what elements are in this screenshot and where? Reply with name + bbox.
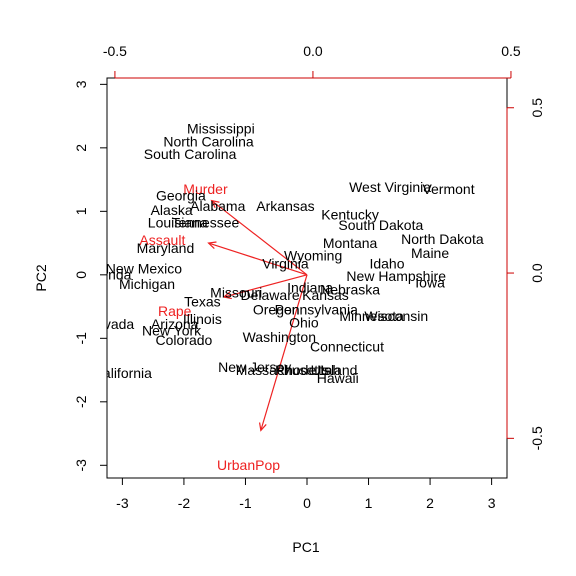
state-label: New Mexico — [106, 260, 182, 276]
state-label: West Virginia — [349, 179, 431, 195]
top-tick-label: 0.0 — [303, 43, 323, 59]
state-label: Michigan — [119, 276, 175, 292]
state-label: Minnesota — [339, 308, 404, 324]
state-label: Georgia — [156, 187, 206, 203]
state-label: Florida — [89, 267, 132, 283]
x-tick-label: 3 — [488, 495, 496, 511]
state-label: North Dakota — [401, 231, 484, 247]
loading-arrows: Murder Assault Rape UrbanPop — [139, 181, 308, 473]
state-label: New Jersey — [218, 359, 291, 375]
state-label: Rhode Island — [275, 362, 358, 378]
state-label: Colorado — [156, 332, 213, 348]
state-label: Massachusetts — [236, 362, 329, 378]
state-label: Idaho — [369, 255, 404, 271]
loading-arrow — [211, 200, 308, 276]
y-axis-title: PC2 — [33, 264, 49, 291]
state-label: Tennessee — [172, 215, 240, 231]
state-label: Nebraska — [320, 281, 380, 297]
state-label: Pennsylvania — [275, 302, 358, 318]
x-axis-title: PC1 — [292, 539, 319, 555]
right-tick-label: 0.5 — [529, 98, 545, 118]
state-label: Washington — [243, 329, 316, 345]
right-tick-label: -0.5 — [529, 426, 545, 450]
state-label: Delaware — [241, 287, 300, 303]
loading-arrow — [208, 242, 308, 276]
state-label: North Carolina — [163, 133, 253, 149]
x-tick-label: 2 — [426, 495, 434, 511]
state-label: Louisiana — [148, 215, 208, 231]
state-label: Illinois — [183, 311, 222, 327]
top-tick-label: -0.5 — [103, 43, 127, 59]
state-label: New York — [142, 323, 202, 339]
y-tick-label: 2 — [73, 144, 89, 152]
state-label: Iowa — [415, 274, 445, 290]
variable-label: Murder — [183, 181, 228, 197]
state-label: Alaska — [151, 202, 193, 218]
right-tick-label: 0.0 — [529, 263, 545, 283]
top-tick-label: 0.5 — [501, 43, 521, 59]
arrow-head — [222, 291, 232, 300]
variable-label: Assault — [139, 232, 185, 248]
state-label: South Dakota — [338, 217, 423, 233]
y-tick-label: 1 — [73, 207, 89, 215]
x-tick-label: -3 — [116, 495, 129, 511]
state-label: California — [93, 365, 152, 381]
y-tick-label: 3 — [73, 80, 89, 88]
loading-arrow — [223, 274, 308, 298]
state-label: Kansas — [302, 287, 349, 303]
y-tick-label: -1 — [73, 332, 89, 345]
state-label: Vermont — [422, 181, 474, 197]
axes-layer: -3 -2 -1 0 1 2 3 -3 -2 -1 0 1 2 3 -0.5 0.0 0.5 -0.5 0.0 0.5 — [73, 43, 545, 511]
state-label: South Carolina — [144, 146, 237, 162]
state-label: Arizona — [151, 316, 199, 332]
loading-arrow — [260, 274, 308, 431]
state-label: Hawaii — [317, 370, 359, 386]
x-tick-label: -2 — [178, 495, 191, 511]
variable-label: UrbanPop — [217, 457, 280, 473]
state-label: Maine — [411, 245, 449, 261]
state-label: Utah — [311, 362, 341, 378]
state-label: Kentucky — [321, 206, 379, 222]
state-label: Nevada — [86, 316, 134, 332]
state-label: Indiana — [287, 279, 333, 295]
state-label: Missouri — [210, 285, 262, 301]
state-label: Wisconsin — [364, 308, 428, 324]
y-tick-label: -3 — [73, 459, 89, 472]
state-label: Alabama — [190, 198, 245, 214]
state-label: Montana — [323, 235, 378, 251]
state-label: Oregon — [253, 302, 300, 318]
state-label: Mississippi — [187, 121, 255, 137]
variable-label: Rape — [158, 303, 192, 319]
arrow-head — [210, 199, 220, 208]
y-tick-label: 0 — [73, 271, 89, 279]
state-label: Ohio — [289, 314, 319, 330]
x-tick-label: -1 — [239, 495, 252, 511]
state-label: New Hampshire — [346, 268, 446, 284]
state-label: Arkansas — [256, 198, 314, 214]
state-label: Wyoming — [284, 248, 342, 264]
arrow-head — [258, 422, 267, 432]
x-tick-label: 0 — [303, 495, 311, 511]
state-label: Virginia — [262, 255, 309, 271]
state-label: Connecticut — [310, 338, 384, 354]
arrow-head — [207, 241, 217, 250]
state-label: Maryland — [137, 240, 195, 256]
state-label: Texas — [184, 293, 221, 309]
x-tick-label: 1 — [365, 495, 373, 511]
y-tick-label: -2 — [73, 395, 89, 408]
